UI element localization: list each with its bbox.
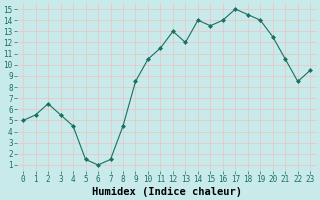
X-axis label: Humidex (Indice chaleur): Humidex (Indice chaleur) <box>92 186 242 197</box>
